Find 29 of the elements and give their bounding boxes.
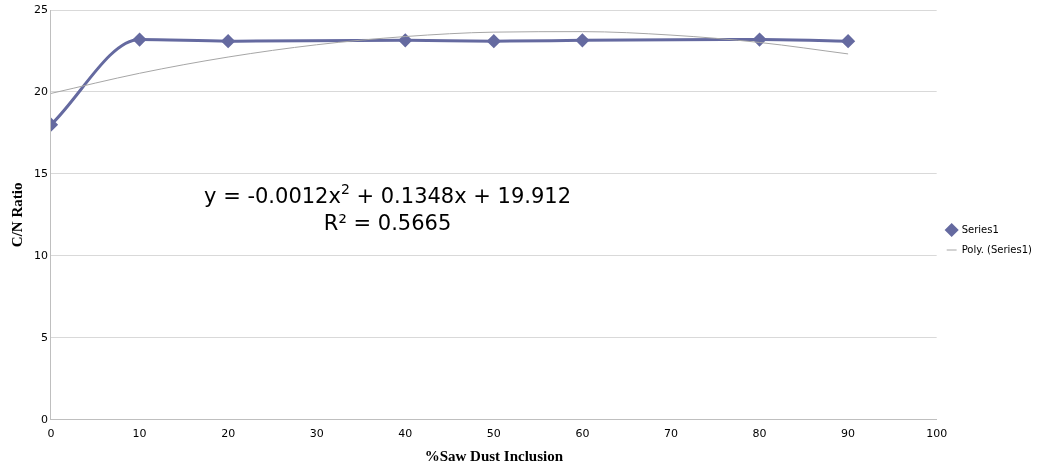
- x-tick-label: 10: [132, 427, 147, 441]
- x-tick-label: 30: [309, 427, 324, 441]
- annotation: R² = 0.5665: [323, 210, 452, 235]
- point: [398, 33, 412, 47]
- point: [753, 33, 767, 47]
- point: [133, 33, 147, 47]
- point: [487, 34, 501, 48]
- y-tick-label: 10: [34, 248, 48, 262]
- point: [221, 34, 235, 48]
- legend-label: Poly. (Series1): [961, 243, 1033, 255]
- x-tick-label: 80: [752, 427, 767, 441]
- y-tick-label: 5: [41, 330, 48, 344]
- y-tick-label: 25: [34, 2, 48, 16]
- x-tick-label: 90: [841, 427, 856, 441]
- x-tick-label: 70: [663, 427, 678, 441]
- y-axis-title: C/N Ratio: [8, 182, 25, 248]
- line-series: [51, 31, 849, 94]
- x-tick-label: 40: [398, 427, 413, 441]
- x-tick-label: 60: [575, 427, 590, 441]
- x-axis-title: %Saw Dust Inclusion: [424, 447, 564, 464]
- x-tick-label: 100: [926, 427, 948, 441]
- x-tick-label: 20: [221, 427, 236, 441]
- y-tick-label: 0: [41, 412, 48, 426]
- x-tick-label: 50: [486, 427, 501, 441]
- y-tick-label: 20: [34, 84, 48, 98]
- point: [841, 34, 855, 48]
- legend-label: Series1: [961, 223, 999, 235]
- point: [575, 33, 589, 47]
- y-tick-label: 15: [34, 166, 48, 180]
